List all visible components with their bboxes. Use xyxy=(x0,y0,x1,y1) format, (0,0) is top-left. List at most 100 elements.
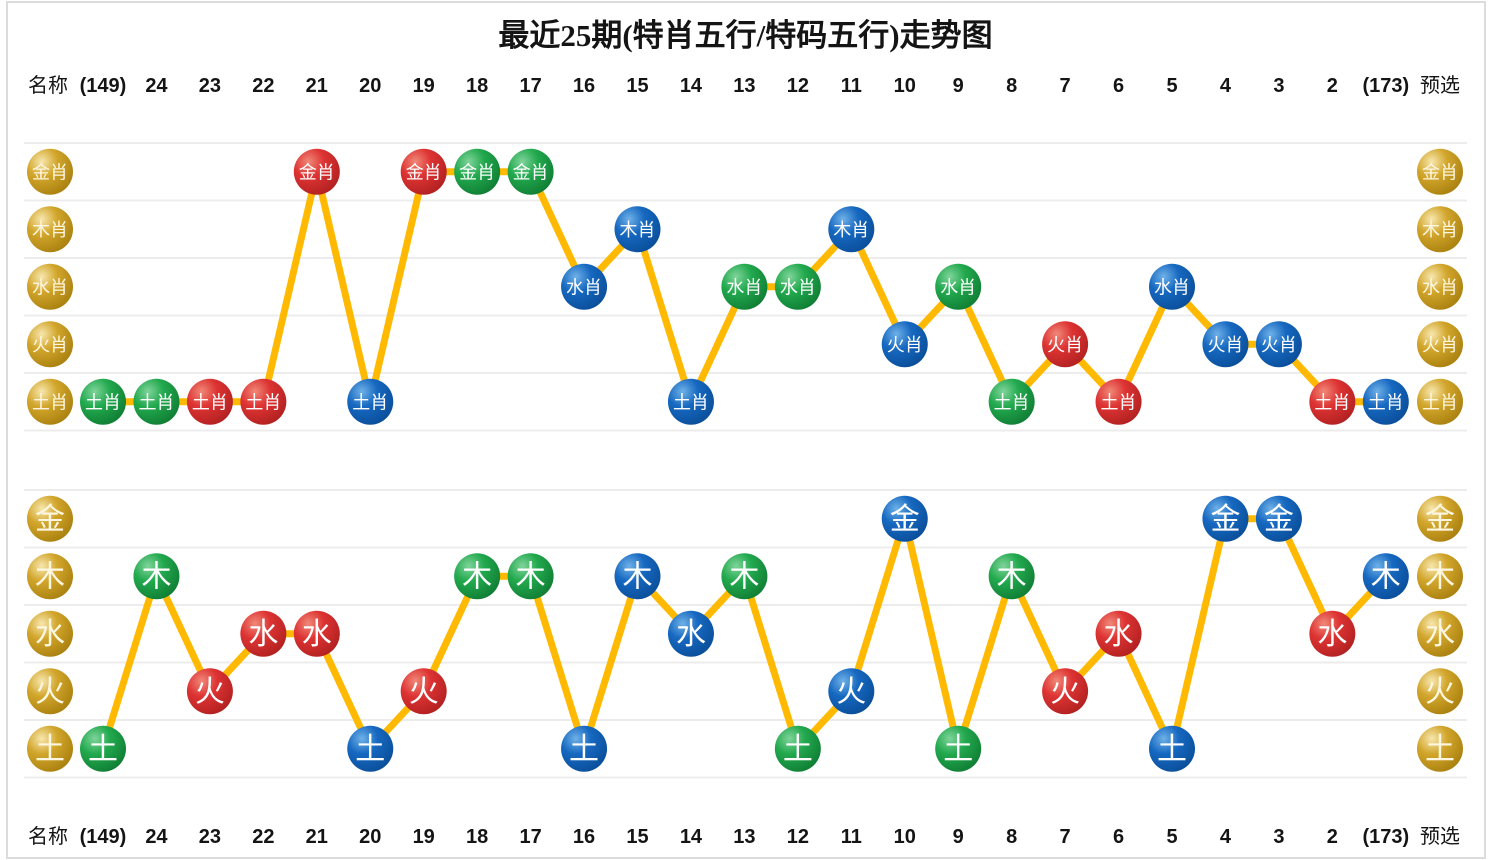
axis-label-text: 火 xyxy=(35,676,65,709)
data-point-text: 火肖 xyxy=(1047,335,1083,355)
data-point-text: 火 xyxy=(836,676,866,709)
data-point: 土肖 xyxy=(1309,378,1356,425)
data-point-text: 木 xyxy=(1371,561,1401,594)
axis-label-text: 火 xyxy=(1425,676,1455,709)
data-point: 木 xyxy=(721,553,768,600)
data-point-text: 木 xyxy=(623,561,653,594)
page-title: 最近25期(特肖五行/特码五行)走势图 xyxy=(498,18,993,53)
period-column-label: 18 xyxy=(466,75,489,97)
period-column-label: 24 xyxy=(145,75,168,97)
name-column-label: 名称 xyxy=(28,826,68,848)
data-point-circle xyxy=(774,263,821,310)
data-point-circle xyxy=(1255,495,1302,542)
data-point-text: 金 xyxy=(1210,503,1240,536)
axis-label-text: 水 xyxy=(1425,618,1455,651)
row-label-right: 火肖 xyxy=(1417,321,1463,368)
period-column-label: 5 xyxy=(1166,75,1178,97)
data-point-text: 水肖 xyxy=(1154,278,1190,298)
data-point-circle xyxy=(561,725,608,772)
data-point: 水肖 xyxy=(721,263,768,310)
axis-label-text: 金肖 xyxy=(1422,163,1458,183)
data-point-text: 火肖 xyxy=(887,335,923,355)
data-point-circle xyxy=(507,148,554,195)
data-point-circle xyxy=(721,263,768,310)
period-column-label: 15 xyxy=(626,826,649,848)
period-column-label: 15 xyxy=(626,75,649,97)
data-point: 土 xyxy=(1149,725,1195,772)
period-column-label: 7 xyxy=(1059,75,1071,97)
data-point-text: 土肖 xyxy=(245,393,281,413)
axis-label-circle xyxy=(1417,610,1463,657)
data-point: 水肖 xyxy=(935,263,982,310)
period-column-label: 6 xyxy=(1112,75,1125,97)
row-label-right: 土肖 xyxy=(1417,378,1463,425)
period-column-label: 3 xyxy=(1273,75,1285,97)
data-point: 土肖 xyxy=(133,378,180,425)
data-point: 木 xyxy=(507,553,554,600)
data-point: 木 xyxy=(988,553,1035,600)
data-point-circle xyxy=(400,668,447,715)
data-point-circle xyxy=(667,610,714,657)
data-point-text: 水肖 xyxy=(566,278,602,298)
data-point-circle xyxy=(454,553,501,600)
data-point-circle xyxy=(721,553,768,600)
axis-label-text: 木肖 xyxy=(1422,220,1458,240)
data-point-circle xyxy=(828,206,875,253)
data-point: 木 xyxy=(454,553,501,600)
axis-label-circle xyxy=(1417,263,1463,310)
data-point-text: 木 xyxy=(729,561,759,594)
data-point-text: 火肖 xyxy=(1261,335,1297,355)
period-column-label: 22 xyxy=(252,826,275,848)
data-point: 火 xyxy=(828,668,875,715)
axis-label-circle xyxy=(27,206,73,253)
data-point-circle xyxy=(667,378,714,425)
axis-label-text: 土 xyxy=(35,733,65,766)
axis-label-circle xyxy=(1417,668,1463,715)
data-point: 金肖 xyxy=(507,148,554,195)
axis-label-circle xyxy=(1417,495,1463,542)
row-label-left: 水肖 xyxy=(27,263,73,310)
row-label-left: 土肖 xyxy=(27,378,73,425)
data-point-circle xyxy=(881,321,928,368)
period-column-label: 10 xyxy=(893,826,916,848)
data-point-circle xyxy=(1042,668,1089,715)
data-point: 金 xyxy=(1202,495,1249,542)
data-point: 水 xyxy=(293,610,340,657)
data-point-text: 土肖 xyxy=(138,393,174,413)
row-label-left: 金 xyxy=(27,495,73,542)
data-point-circle xyxy=(988,553,1035,600)
data-point-text: 火肖 xyxy=(1207,335,1243,355)
data-point: 火肖 xyxy=(881,321,928,368)
data-point-text: 土 xyxy=(569,733,599,766)
period-column-label: (149) xyxy=(79,826,127,848)
period-column-label: 23 xyxy=(198,75,222,97)
data-point-circle xyxy=(240,610,287,657)
axis-label-text: 金肖 xyxy=(32,163,68,183)
data-point-circle xyxy=(293,610,340,657)
data-point: 土 xyxy=(561,725,608,772)
period-column-label: 19 xyxy=(412,75,435,97)
data-point-text: 水 xyxy=(302,618,332,651)
preselect-column-label: 预选 xyxy=(1420,75,1460,97)
data-point-text: 土肖 xyxy=(1101,393,1137,413)
period-column-label: 13 xyxy=(733,826,756,848)
axis-label-circle xyxy=(27,725,73,772)
axis-label-circle xyxy=(1417,725,1463,772)
data-point-circle xyxy=(80,725,126,772)
axis-label-text: 水肖 xyxy=(32,278,68,298)
data-point-text: 金肖 xyxy=(406,163,442,183)
axis-label-text: 火肖 xyxy=(1422,335,1458,355)
row-label-right: 火 xyxy=(1417,668,1463,715)
data-point-text: 水 xyxy=(676,618,706,651)
row-label-left: 木 xyxy=(27,553,73,600)
period-column-label: 4 xyxy=(1219,75,1231,97)
data-point-text: 土肖 xyxy=(1314,393,1350,413)
period-column-label: 20 xyxy=(359,75,382,97)
data-point: 水 xyxy=(667,610,714,657)
period-column-label: 13 xyxy=(733,75,756,97)
period-column-label: 18 xyxy=(466,826,489,848)
data-point-text: 水 xyxy=(1317,618,1347,651)
period-column-label: 5 xyxy=(1166,826,1178,848)
data-point-text: 土 xyxy=(355,733,385,766)
